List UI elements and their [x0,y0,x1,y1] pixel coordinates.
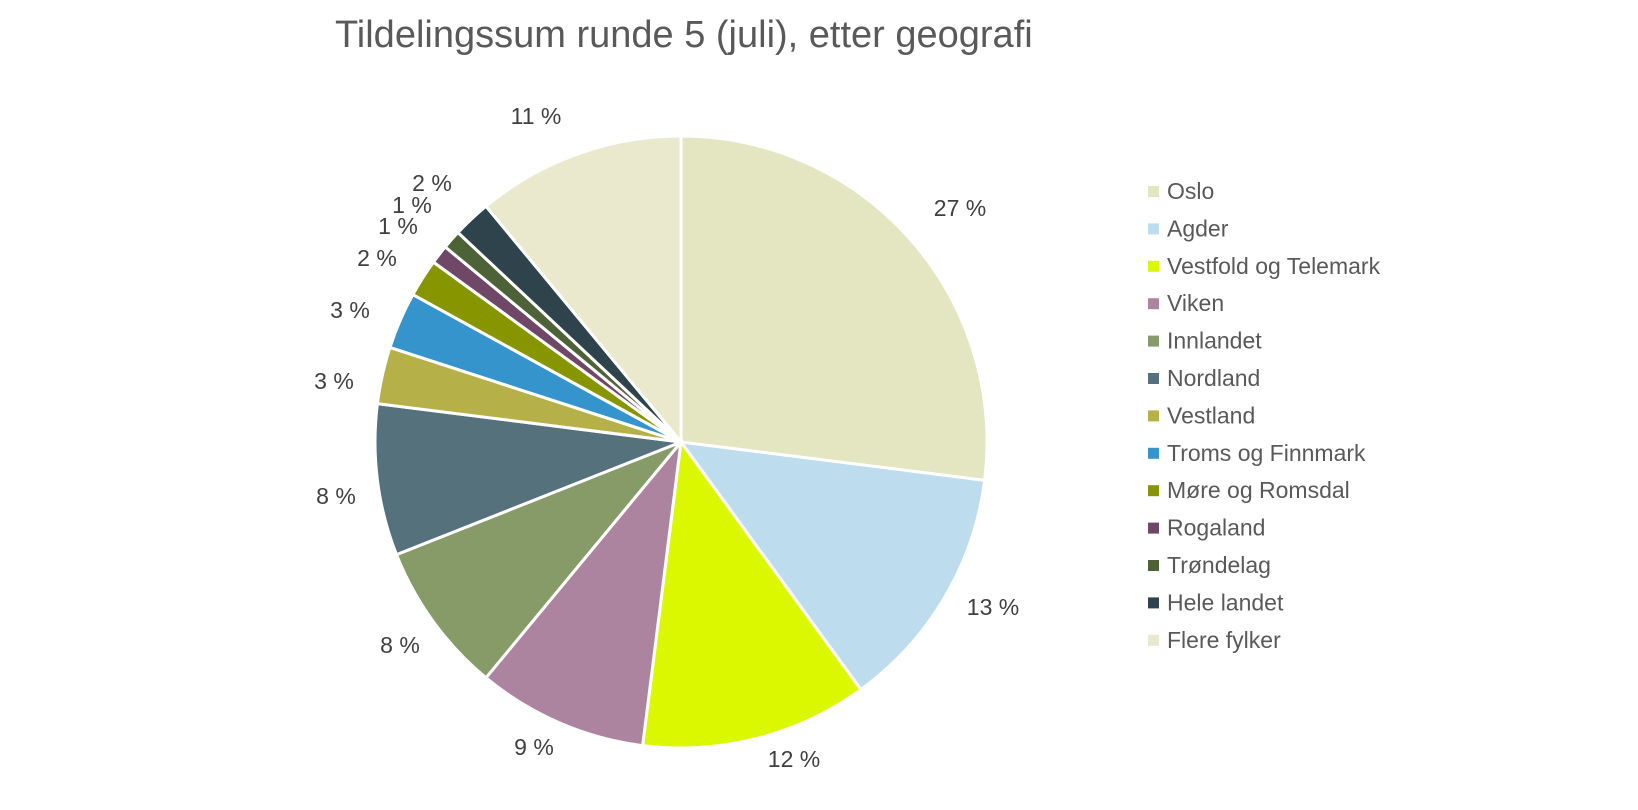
legend-label: Vestland [1167,402,1255,428]
legend-swatch [1148,447,1159,459]
legend-label: Troms og Finnmark [1167,440,1366,466]
legend-label: Innlandet [1167,328,1262,354]
data-label: 3 % [330,297,370,323]
legend-item: Rogaland [1148,515,1265,541]
legend-swatch [1148,186,1159,197]
legend-label: Nordland [1167,365,1260,391]
legend-item: Agder [1148,215,1229,241]
pie-slice-nordland [373,401,682,557]
legend-item: Innlandet [1148,328,1262,354]
legend-item: Oslo [1148,178,1214,204]
legend-swatch [1148,634,1159,646]
data-label: 13 % [967,594,1019,620]
pie-slice-agder [677,440,987,692]
data-label: 8 % [316,483,356,509]
data-label: 12 % [768,746,820,772]
data-label: 11 % [511,103,562,129]
legend-swatch [1148,410,1159,422]
pie-slices [373,134,989,750]
legend-item: Hele landet [1148,589,1284,615]
legend-swatch [1148,223,1159,235]
legend-label: Agder [1167,215,1229,241]
legend-label: Møre og Romsdal [1167,477,1350,503]
legend-swatch [1148,597,1159,609]
legend: Oslo Agder Vestfold og Telemark Viken Innlan… [1148,178,1381,653]
legend-swatch [1148,522,1159,534]
legend-item: Troms og Finnmark [1148,440,1366,466]
legend-swatch [1148,260,1159,272]
legend-item: Nordland [1148,365,1260,391]
data-label: 1 % [392,192,432,218]
legend-label: Vestfold og Telemark [1167,253,1381,279]
pie-slice-flere-fylker [483,134,683,447]
legend-swatch [1148,335,1159,347]
legend-item: Flere fylker [1148,627,1281,653]
pie-slice-oslo [679,134,989,483]
data-label: 1 % [378,213,418,239]
legend-swatch [1148,485,1159,497]
legend-swatch [1148,560,1159,571]
chart-title: Tildelingssum runde 5 (juli), etter geog… [335,14,1033,56]
legend-item: Viken [1148,290,1224,316]
legend-label: Trøndelag [1167,552,1271,578]
pie-slice-innlandet [394,440,683,680]
legend-label: Viken [1167,290,1224,316]
legend-item: Møre og Romsdal [1148,477,1350,503]
data-label: 3 % [314,368,354,394]
legend-label: Hele landet [1167,589,1284,615]
legend-item: Trøndelag [1148,552,1271,578]
data-label: 2 % [357,245,397,271]
data-label: 8 % [380,632,420,658]
legend-label: Rogaland [1167,515,1265,541]
legend-swatch [1148,373,1159,384]
legend-label: Flere fylker [1167,627,1281,653]
pie-data-labels: 27 %13 %12 %9 %8 %8 %3 %3 %2 %1 %1 %2 %1… [314,103,1019,772]
legend-item: Vestfold og Telemark [1148,253,1381,279]
legend-item: Vestland [1148,402,1255,428]
data-label: 9 % [514,734,554,760]
data-label: 2 % [412,170,452,196]
legend-label: Oslo [1167,178,1214,204]
data-label: 27 % [934,195,986,221]
pie-slice-viken [483,437,684,748]
pie-slice-vestfold-og-telemark [640,438,863,750]
legend-swatch [1148,298,1159,310]
